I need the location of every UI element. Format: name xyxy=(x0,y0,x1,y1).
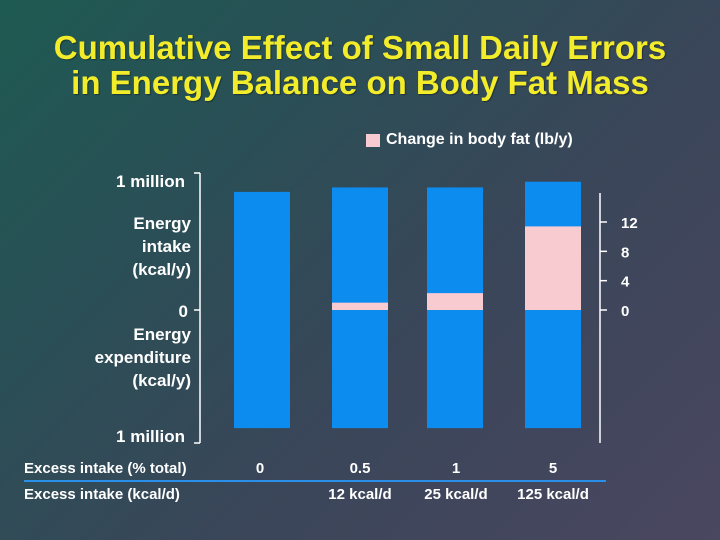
expenditure-axis-label: Energy expenditure (kcal/y) xyxy=(95,323,191,392)
expenditure-label-line-1: Energy xyxy=(133,325,191,344)
legend-label: Change in body fat (lb/y) xyxy=(386,131,573,148)
table-cell: 1 xyxy=(451,460,461,477)
expenditure-bar xyxy=(234,310,290,429)
right-axis-tick-label: 12 xyxy=(621,215,638,232)
table-cell: 0.5 xyxy=(349,460,371,477)
expenditure-label-line-2: expenditure xyxy=(94,348,191,367)
fat-change-bar xyxy=(427,293,483,310)
legend-swatch-fat xyxy=(366,133,380,147)
intake-label-line-3: (kcal/y) xyxy=(132,260,191,279)
chart-title-line-2: in Energy Balance on Body Fat Mass xyxy=(71,64,649,101)
chart-title-line-1: Cumulative Effect of Small Daily Errors xyxy=(53,29,667,66)
fat-change-bar xyxy=(332,302,388,310)
legend: Change in body fat (lb/y) xyxy=(366,131,573,149)
intake-bar xyxy=(332,187,388,310)
expenditure-label-line-3: (kcal/y) xyxy=(132,371,191,390)
chart-title: Cumulative Effect of Small Daily Errors … xyxy=(0,30,720,100)
left-axis-top-label: 1 million xyxy=(116,172,185,191)
intake-bar xyxy=(427,187,483,310)
table-cell: 125 kcal/d xyxy=(517,486,589,503)
table-cell: 12 kcal/d xyxy=(328,486,392,503)
right-axis-tick-label: 4 xyxy=(621,274,630,291)
table-row-label-kcal: Excess intake (kcal/d) xyxy=(24,486,180,503)
table-cell: 0 xyxy=(255,460,265,477)
fat-change-bar xyxy=(525,226,581,310)
intake-label-line-2: intake xyxy=(141,237,191,256)
intake-label-line-1: Energy xyxy=(133,214,191,233)
expenditure-bar xyxy=(427,310,483,429)
expenditure-bar xyxy=(525,310,581,429)
table-cell: 5 xyxy=(548,460,558,477)
right-axis-tick-label: 8 xyxy=(621,244,629,261)
left-axis-bottom-label: 1 million xyxy=(116,427,185,446)
right-axis-tick-label: 0 xyxy=(621,303,629,320)
intake-axis-label: Energy intake (kcal/y) xyxy=(132,212,191,281)
left-axis-zero-label: 0 xyxy=(178,302,188,321)
intake-bar xyxy=(234,191,290,310)
table-row-label-percent: Excess intake (% total) xyxy=(24,460,187,477)
expenditure-bar xyxy=(332,310,388,429)
table-cell: 25 kcal/d xyxy=(424,486,488,503)
